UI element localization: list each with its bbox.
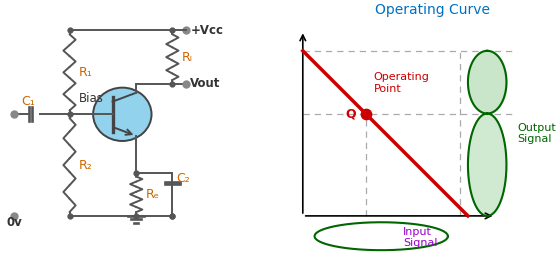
- Text: Operating
Point: Operating Point: [374, 72, 430, 94]
- Text: R₂: R₂: [80, 158, 93, 172]
- Text: Vout: Vout: [190, 77, 221, 90]
- Point: [361, 112, 370, 116]
- Text: R₁: R₁: [80, 66, 93, 79]
- Polygon shape: [468, 51, 507, 114]
- Text: Operating Curve: Operating Curve: [375, 3, 490, 17]
- Text: Q: Q: [345, 107, 356, 120]
- Text: C₁: C₁: [21, 96, 34, 108]
- Text: C₂: C₂: [177, 172, 190, 185]
- Circle shape: [93, 88, 151, 141]
- Text: 0v: 0v: [6, 216, 22, 229]
- Text: Input
Signal: Input Signal: [403, 227, 438, 248]
- Polygon shape: [468, 114, 507, 216]
- Text: Rₗ: Rₗ: [182, 51, 193, 64]
- Text: Rₑ: Rₑ: [146, 188, 160, 201]
- Text: Bias: Bias: [80, 92, 104, 105]
- Text: +Vcc: +Vcc: [190, 24, 224, 37]
- Text: Output
Signal: Output Signal: [518, 122, 556, 144]
